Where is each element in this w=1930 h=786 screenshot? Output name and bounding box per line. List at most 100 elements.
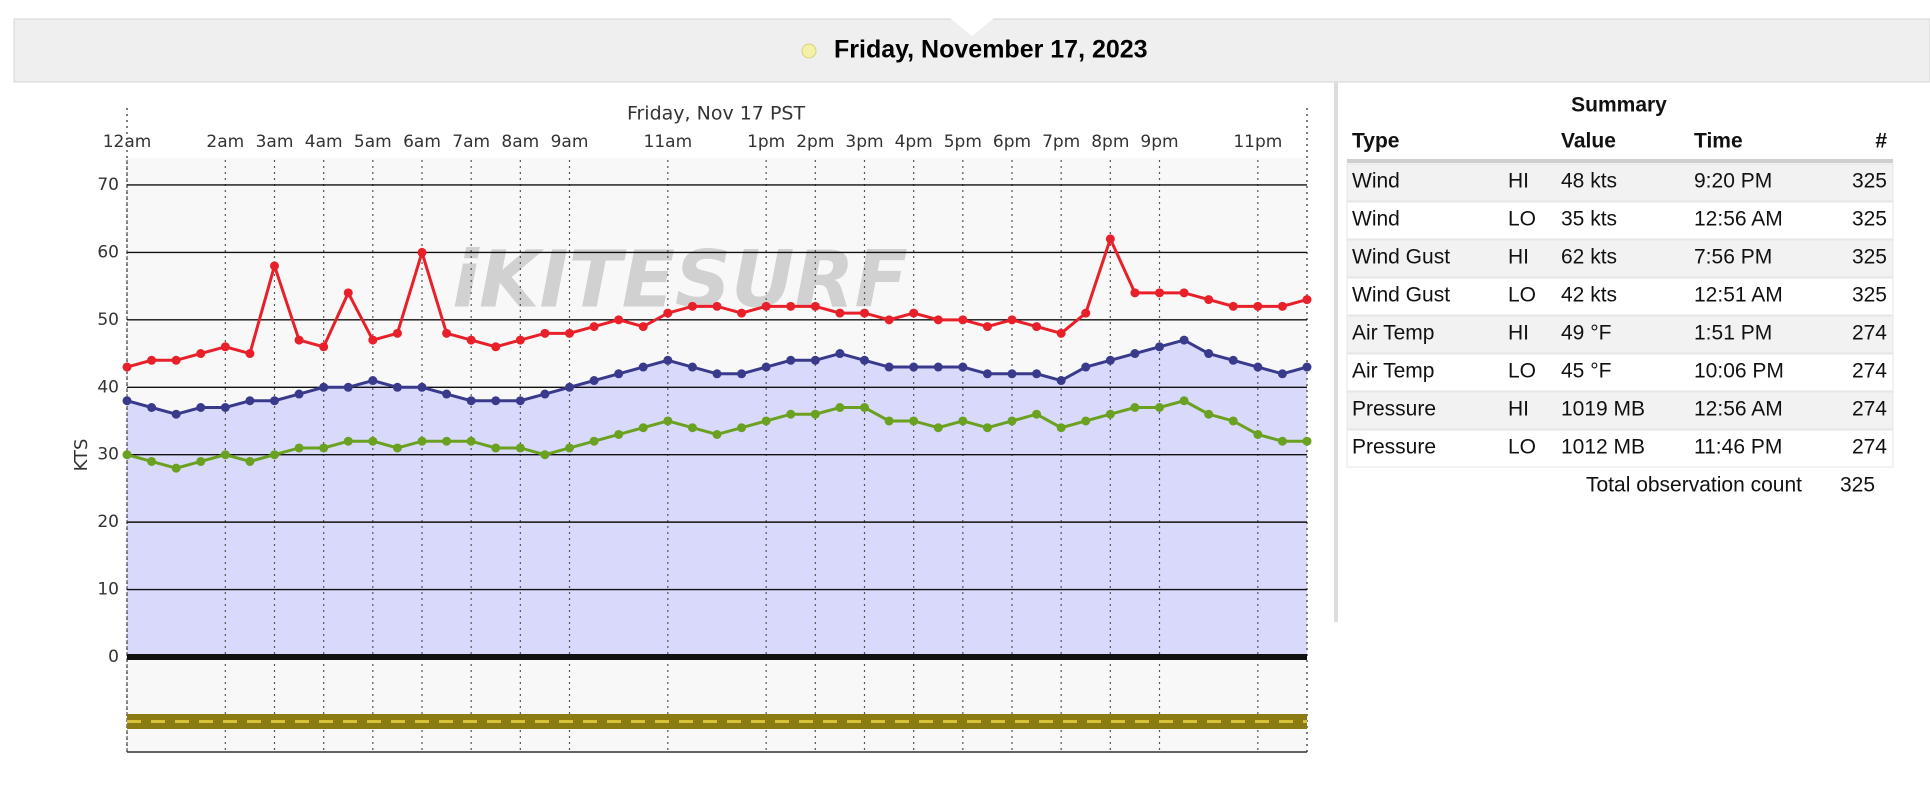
data-point xyxy=(171,355,181,365)
table-cell: 325 xyxy=(1852,284,1887,307)
notch xyxy=(950,18,994,36)
table-cell: Pressure xyxy=(1352,398,1436,421)
data-point xyxy=(540,450,550,460)
data-point xyxy=(835,349,845,359)
y-tick-label: 50 xyxy=(97,310,119,330)
data-point xyxy=(220,450,230,460)
y-tick-label: 40 xyxy=(97,377,119,397)
data-point xyxy=(614,315,624,325)
table-cell: 1019 MB xyxy=(1561,398,1645,421)
data-point xyxy=(220,342,230,352)
data-point xyxy=(1081,308,1091,318)
table-cell: 9:20 PM xyxy=(1694,170,1772,193)
data-point xyxy=(860,402,869,412)
data-point xyxy=(1105,234,1115,244)
data-point xyxy=(737,369,747,379)
y-tick-label: 20 xyxy=(97,512,119,532)
data-point xyxy=(1056,328,1066,338)
x-tick-label: 7pm xyxy=(1042,132,1080,152)
data-point xyxy=(515,335,525,345)
table-cell: 325 xyxy=(1852,208,1887,231)
x-tick-label: 9am xyxy=(551,132,589,152)
table-cell: 10:06 PM xyxy=(1694,360,1784,383)
y-tick-label: 0 xyxy=(108,647,119,667)
data-point xyxy=(392,328,402,338)
table-row xyxy=(1346,391,1894,430)
data-point xyxy=(737,423,747,433)
data-point xyxy=(712,369,722,379)
data-point xyxy=(491,443,501,453)
x-tick-label: 2pm xyxy=(796,132,834,152)
header-rule xyxy=(1347,159,1893,163)
data-point xyxy=(761,362,771,372)
y-tick-label: 30 xyxy=(97,445,119,465)
data-point xyxy=(270,396,279,406)
data-point xyxy=(786,301,796,311)
data-point xyxy=(245,396,255,406)
data-point xyxy=(196,349,206,359)
table-cell: 48 kts xyxy=(1561,170,1617,193)
data-point xyxy=(1179,396,1189,406)
data-point xyxy=(810,409,820,419)
table-row xyxy=(1346,239,1894,278)
data-point xyxy=(687,301,697,311)
data-point xyxy=(1155,288,1164,298)
data-point xyxy=(442,389,452,399)
data-point xyxy=(884,315,894,325)
status-dot xyxy=(801,43,817,59)
data-point xyxy=(319,382,329,392)
table-cell: 11:46 PM xyxy=(1694,436,1782,459)
table-cell: Pressure xyxy=(1352,436,1436,459)
data-point xyxy=(909,416,919,426)
data-point xyxy=(786,409,796,419)
data-point xyxy=(687,423,697,433)
data-point xyxy=(687,362,697,372)
data-point xyxy=(1130,349,1140,359)
table-cell: 325 xyxy=(1852,170,1887,193)
data-point xyxy=(122,450,132,460)
data-point xyxy=(638,362,648,372)
table-cell: HI xyxy=(1508,322,1529,345)
data-point xyxy=(171,463,181,473)
data-point xyxy=(1277,436,1287,446)
table-row xyxy=(1346,201,1894,240)
x-tick-label: 8pm xyxy=(1091,132,1129,152)
data-point xyxy=(1155,402,1164,412)
table-cell: Air Temp xyxy=(1352,322,1434,345)
data-point xyxy=(982,322,992,332)
column-header: Value xyxy=(1561,130,1616,153)
data-point xyxy=(466,396,476,406)
data-point xyxy=(761,416,771,426)
data-point xyxy=(1032,369,1042,379)
table-cell: 274 xyxy=(1852,436,1887,459)
data-point xyxy=(1056,376,1066,386)
data-point xyxy=(663,355,673,365)
data-point xyxy=(712,429,722,439)
data-point xyxy=(1302,362,1312,372)
data-point xyxy=(1204,349,1214,359)
table-cell: HI xyxy=(1508,246,1529,269)
table-cell: LO xyxy=(1508,208,1536,231)
data-point xyxy=(515,396,525,406)
table-cell: Air Temp xyxy=(1352,360,1434,383)
data-point xyxy=(1130,288,1140,298)
data-point xyxy=(589,436,599,446)
data-point xyxy=(491,396,501,406)
data-point xyxy=(614,429,624,439)
data-point xyxy=(638,423,648,433)
chart-title: Friday, Nov 17 PST xyxy=(627,103,806,125)
data-point xyxy=(589,376,599,386)
data-point xyxy=(294,389,304,399)
table-cell: 45 °F xyxy=(1561,360,1611,383)
data-point xyxy=(835,402,845,412)
data-point xyxy=(319,443,329,453)
data-point xyxy=(1081,416,1091,426)
table-row xyxy=(1346,315,1894,354)
x-tick-label: 11pm xyxy=(1233,132,1282,152)
data-point xyxy=(810,301,820,311)
x-tick-label: 8am xyxy=(501,132,539,152)
x-tick-label: 12am xyxy=(103,132,152,152)
table-cell: 12:56 AM xyxy=(1694,398,1783,421)
x-tick-label: 2am xyxy=(206,132,244,152)
